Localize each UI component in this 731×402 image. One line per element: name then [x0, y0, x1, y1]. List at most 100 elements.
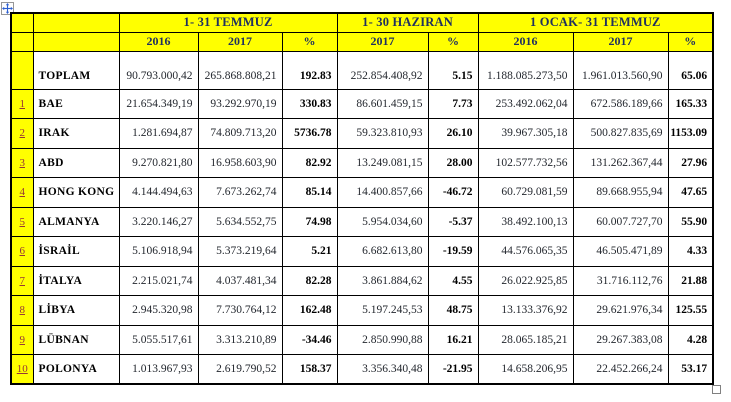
value-cell: 4.037.481,34 [197, 265, 283, 296]
value-cell: 90.793.000,42 [118, 50, 199, 90]
table-move-handle[interactable] [1, 2, 14, 15]
country-cell: LİBYA [32, 295, 120, 326]
value-cell: 85.14 [281, 177, 338, 208]
table-row: 5 ALMANYA 3.220.146,27 5.634.552,75 74.98 5.9… [10, 206, 714, 237]
value-cell: 82.92 [281, 147, 338, 178]
year-header-cell: 2016 [477, 31, 574, 52]
value-cell: -21.95 [427, 354, 479, 385]
table-header: 1- 31 TEMMUZ 1- 30 HAZIRAN 1 OCAK- 31 TEMM… [10, 12, 714, 52]
value-cell: 82.28 [281, 265, 338, 296]
value-cell: 2.850.990,88 [336, 324, 429, 355]
header-group-row: 1- 31 TEMMUZ 1- 30 HAZIRAN 1 OCAK- 31 TEMM… [10, 12, 714, 33]
value-cell: 5.373.219,64 [197, 236, 283, 267]
country-cell: HONG KONG [32, 177, 120, 208]
value-cell: 165.33 [667, 88, 714, 119]
table-row: 6 İSRAİL 5.106.918,94 5.373.219,64 5.21 6.682… [10, 236, 714, 267]
export-data-table: 1- 31 TEMMUZ 1- 30 HAZIRAN 1 OCAK- 31 TEMM… [10, 12, 715, 385]
value-cell: 3.861.884,62 [336, 265, 429, 296]
value-cell: 1.281.694,87 [118, 118, 199, 149]
value-cell: 500.827.835,69 [572, 118, 669, 149]
table-row: 8 LİBYA 2.945.320,98 7.730.764,12 162.48 5.19… [10, 295, 714, 326]
value-cell: 131.262.367,44 [572, 147, 669, 178]
country-cell: İTALYA [32, 265, 120, 296]
value-cell: 330.83 [281, 88, 338, 119]
value-cell: 672.586.189,66 [572, 88, 669, 119]
value-cell: -19.59 [427, 236, 479, 267]
table-body: TOPLAM 90.793.000,42 265.868.808,21 192.83 2… [10, 50, 714, 385]
value-cell: 3.356.340,48 [336, 354, 429, 385]
value-cell: 265.868.808,21 [197, 50, 283, 90]
table-row: 7 İTALYA 2.215.021,74 4.037.481,34 82.28 3.86… [10, 265, 714, 296]
value-cell: 9.270.821,80 [118, 147, 199, 178]
value-cell: 26.022.925,85 [477, 265, 574, 296]
value-cell: 13.249.081,15 [336, 147, 429, 178]
value-cell: 16.21 [427, 324, 479, 355]
value-cell: 59.323.810,93 [336, 118, 429, 149]
value-cell: 158.37 [281, 354, 338, 385]
value-cell: 1.013.967,93 [118, 354, 199, 385]
value-cell: 44.576.065,35 [477, 236, 574, 267]
rank-cell: 7 [10, 265, 34, 296]
column-group-header: 1- 30 HAZIRAN [336, 12, 479, 33]
value-cell: 253.492.062,04 [477, 88, 574, 119]
column-group-header: 1 OCAK- 31 TEMMUZ [477, 12, 714, 33]
value-cell: 53.17 [667, 354, 714, 385]
value-cell: 3.220.146,27 [118, 206, 199, 237]
value-cell: 31.716.112,76 [572, 265, 669, 296]
value-cell: 5.634.552,75 [197, 206, 283, 237]
country-column-header-cell [32, 12, 120, 33]
rank-cell: 4 [10, 177, 34, 208]
value-cell: 5.106.918,94 [118, 236, 199, 267]
table-row: 9 LÜBNAN 5.055.517,61 3.313.210,89 -34.46 2.8… [10, 324, 714, 355]
value-cell: 13.133.376,92 [477, 295, 574, 326]
value-cell: 2.619.790,52 [197, 354, 283, 385]
value-cell: 4.55 [427, 265, 479, 296]
rank-cell: 3 [10, 147, 34, 178]
country-column-header-cell [32, 31, 120, 52]
rank-cell: 1 [10, 88, 34, 119]
value-cell: 74.809.713,20 [197, 118, 283, 149]
table-row: 2 IRAK 1.281.694,87 74.809.713,20 5736.78 59.… [10, 118, 714, 149]
value-cell: 5.15 [427, 50, 479, 90]
value-cell: 4.28 [667, 324, 714, 355]
value-cell: 1153.09 [667, 118, 714, 149]
value-cell: 162.48 [281, 295, 338, 326]
value-cell: 5736.78 [281, 118, 338, 149]
rank-cell: 8 [10, 295, 34, 326]
year-header-cell: 2017 [572, 31, 669, 52]
value-cell: 2.945.320,98 [118, 295, 199, 326]
value-cell: -34.46 [281, 324, 338, 355]
value-cell: 14.658.206,95 [477, 354, 574, 385]
value-cell: 14.400.857,66 [336, 177, 429, 208]
country-cell: IRAK [32, 118, 120, 149]
value-cell: 39.967.305,18 [477, 118, 574, 149]
value-cell: 5.197.245,53 [336, 295, 429, 326]
year-header-cell: % [667, 31, 714, 52]
table-resize-handle[interactable] [712, 385, 721, 394]
rank-cell: 5 [10, 206, 34, 237]
value-cell: 27.96 [667, 147, 714, 178]
table-row: 1 BAE 21.654.349,19 93.292.970,19 330.83 86.6… [10, 88, 714, 119]
value-cell: 28.065.185,21 [477, 324, 574, 355]
year-header-cell: 2017 [336, 31, 429, 52]
value-cell: 29.267.383,08 [572, 324, 669, 355]
rank-cell: 9 [10, 324, 34, 355]
country-cell: POLONYA [32, 354, 120, 385]
value-cell: 2.215.021,74 [118, 265, 199, 296]
value-cell: 125.55 [667, 295, 714, 326]
value-cell: 6.682.613,80 [336, 236, 429, 267]
value-cell: 46.505.471,89 [572, 236, 669, 267]
value-cell: 5.954.034,60 [336, 206, 429, 237]
value-cell: 1.188.085.273,50 [477, 50, 574, 90]
country-cell: İSRAİL [32, 236, 120, 267]
value-cell: 28.00 [427, 147, 479, 178]
country-cell: ABD [32, 147, 120, 178]
move-icon [2, 3, 13, 14]
value-cell: 29.621.976,34 [572, 295, 669, 326]
value-cell: 7.673.262,74 [197, 177, 283, 208]
value-cell: 7.730.764,12 [197, 295, 283, 326]
value-cell: 86.601.459,15 [336, 88, 429, 119]
country-cell: LÜBNAN [32, 324, 120, 355]
value-cell: -46.72 [427, 177, 479, 208]
